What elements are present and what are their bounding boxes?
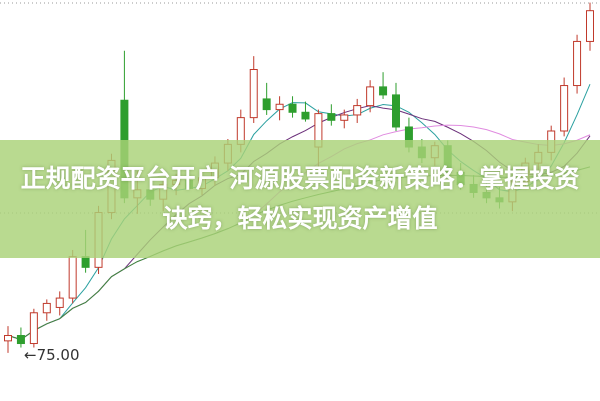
candle-body — [353, 105, 362, 116]
candle-body — [16, 335, 25, 345]
candle-body — [392, 94, 400, 128]
candle-body — [81, 256, 90, 268]
arrow-left-icon: ← — [24, 345, 37, 364]
candle-body — [249, 69, 258, 119]
title-banner: 正规配资平台开户 河源股票配资新策略：掌握投资诀窍，轻松实现资产增值 — [0, 140, 600, 258]
candle-body — [68, 256, 77, 299]
candle-body — [327, 113, 336, 121]
candle-body — [560, 85, 569, 132]
article-title: 正规配资平台开户 河源股票配资新策略：掌握投资诀窍，轻松实现资产增值 — [20, 164, 580, 233]
candle-body — [340, 114, 349, 121]
candle-body — [573, 40, 582, 87]
price-annotation-text: 75.00 — [36, 345, 80, 364]
candle-body — [262, 98, 271, 111]
candle-body — [586, 10, 594, 42]
candle-body — [301, 111, 310, 120]
candle-body — [4, 335, 12, 342]
candle-body — [379, 86, 388, 96]
candle-body — [29, 312, 38, 345]
candle-body — [288, 103, 297, 113]
price-annotation: ←75.00 — [24, 346, 80, 364]
candle-body — [42, 302, 51, 314]
candle-body — [366, 86, 375, 107]
candle-body — [275, 103, 284, 111]
candle-body — [55, 297, 64, 308]
